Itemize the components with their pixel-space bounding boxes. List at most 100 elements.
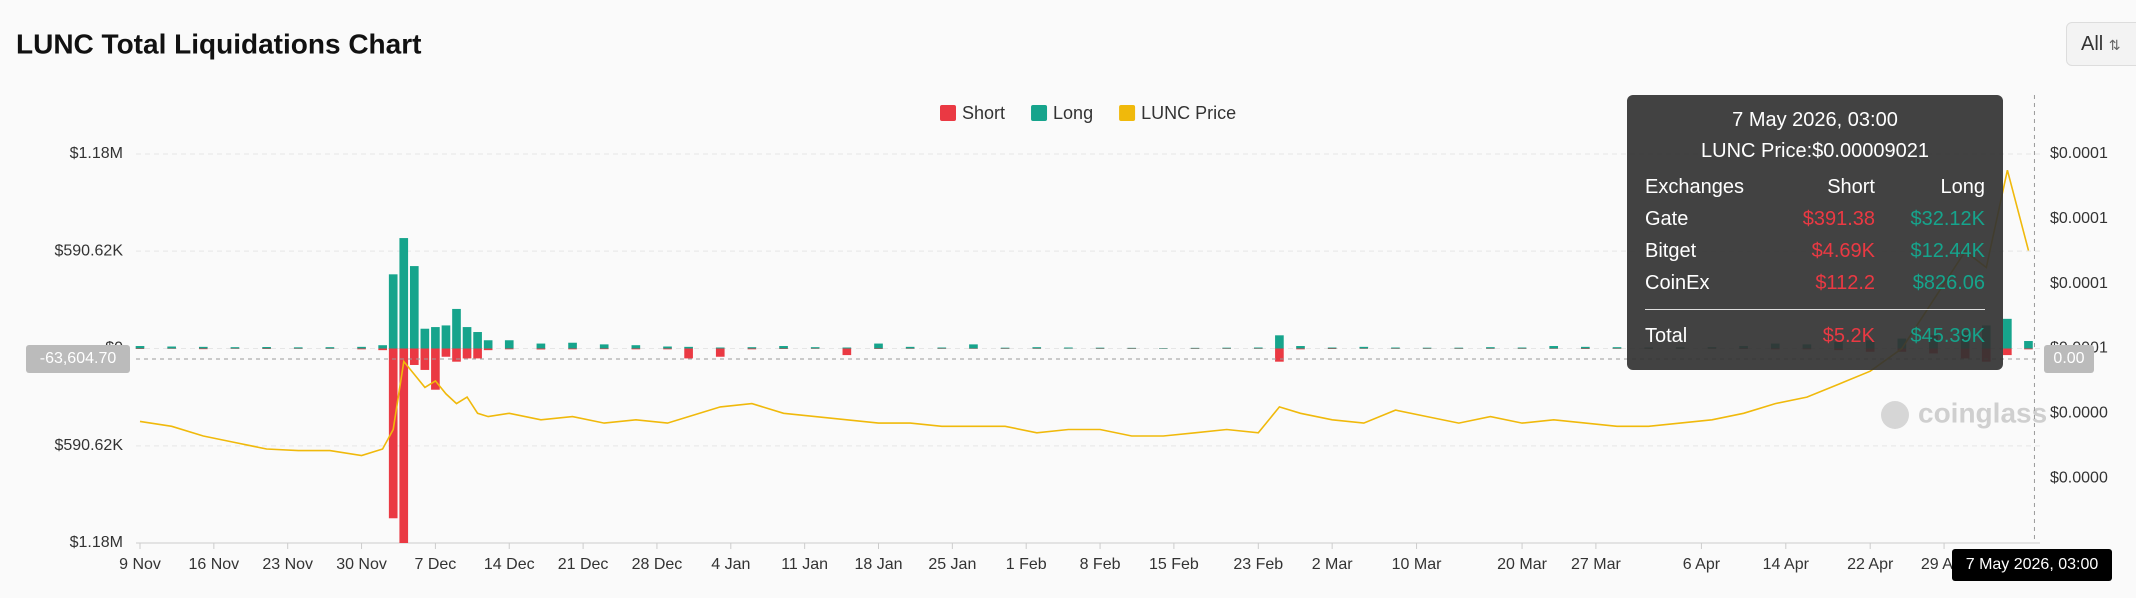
long-bar [1422, 347, 1432, 349]
y-tick-label: $590.62K [54, 437, 123, 454]
legend-swatch [1119, 105, 1136, 121]
td: $4.69K [1811, 239, 1875, 262]
long-bar [631, 345, 641, 349]
long-bar [409, 266, 419, 349]
short-bar [631, 348, 641, 350]
long-bar [483, 340, 493, 349]
long-bar [1581, 346, 1590, 349]
td: $45.39K [1910, 324, 1985, 347]
long-bar [441, 325, 451, 349]
td: $5.2K [1822, 324, 1875, 347]
price-line [139, 169, 2030, 457]
short-bar [684, 348, 693, 359]
legend-label: Short [962, 103, 1005, 123]
short-bar [2003, 348, 2012, 356]
short-bar [388, 348, 398, 519]
long-bar [135, 346, 145, 349]
short-bar [431, 348, 440, 390]
crosshair-y2-box [2044, 344, 2094, 373]
long-bar [1000, 347, 1010, 349]
short-bar [504, 348, 514, 350]
x-tick-label: 1 Feb [1006, 556, 1047, 573]
long-bar [779, 346, 788, 349]
long-bar [663, 346, 672, 349]
long-bar [431, 327, 440, 349]
long-bar [1359, 346, 1369, 349]
tooltip-title: 7 May 2026, 03:00 [1732, 109, 1898, 131]
long-bar [1517, 347, 1527, 349]
long-bar [262, 347, 271, 349]
long-bar [198, 346, 208, 349]
short-bar [1296, 348, 1305, 350]
x-tick-label: 7 Dec [415, 556, 457, 573]
long-bar [1095, 347, 1105, 349]
x-tick-label: 2 Mar [1312, 556, 1354, 573]
tooltip-row: CoinEx $112.2 $826.06 [1645, 267, 1985, 299]
chart-title: LUNC Total Liquidations Chart [16, 28, 421, 59]
short-bar [357, 348, 366, 350]
long-bar [810, 347, 820, 349]
th: Long [1940, 175, 1986, 198]
range-selector[interactable]: All ⇅ [2066, 22, 2136, 66]
x-tick-label: 30 Nov [336, 556, 387, 573]
tooltip-total: Total $5.2K $45.39K [1645, 320, 1985, 352]
x-tick-label: 16 Nov [188, 556, 239, 573]
long-bar [504, 340, 514, 349]
td: Gate [1645, 207, 1689, 230]
legend-swatch [940, 105, 956, 121]
long-bar [905, 346, 915, 349]
long-bar [230, 347, 240, 349]
x-tick-label: 23 Nov [262, 556, 313, 573]
watermark-icon [1881, 401, 1909, 429]
range-label: All [2081, 33, 2104, 55]
short-bar [715, 348, 725, 357]
legend-label: Long [1053, 103, 1093, 123]
short-bar [536, 348, 546, 350]
long-bar [1549, 346, 1559, 349]
x-tick-label: 27 Mar [1571, 556, 1621, 573]
y2-tick-label: $0.0000 [2050, 469, 2108, 486]
x-tick-label: 14 Dec [484, 556, 535, 573]
long-bar [388, 274, 398, 349]
crosshair-x-box [1952, 549, 2112, 581]
x-tick-label: 15 Feb [1149, 556, 1199, 573]
long-bar [399, 238, 409, 349]
watermark: coinglass [1918, 397, 2047, 428]
th: Exchanges [1645, 175, 1744, 198]
th: Short [1827, 175, 1875, 198]
x-tick-label: 9 Nov [119, 556, 161, 573]
tooltip-price: LUNC Price:$0.00009021 [1701, 140, 1929, 162]
x-tick-label: 4 Jan [711, 556, 750, 573]
y2-tick-label: $0.0000 [2050, 405, 2108, 422]
td: CoinEx [1645, 271, 1710, 294]
x-tick-label: 28 Dec [632, 556, 683, 573]
long-bar [747, 347, 757, 349]
long-bar [536, 343, 546, 349]
y-tick-label: $1.18M [70, 534, 123, 551]
legend-swatch [1031, 105, 1048, 121]
long-bar [1296, 346, 1305, 349]
long-bar [874, 343, 883, 349]
short-bar [747, 348, 757, 350]
short-bar [473, 348, 482, 359]
long-bar [325, 347, 335, 349]
long-bar [715, 347, 725, 349]
tooltip: 7 May 2026, 03:00 LUNC Price:$0.00009021… [1627, 95, 2003, 370]
short-bar [568, 348, 577, 350]
short-bar [1275, 348, 1284, 362]
short-bar [462, 348, 472, 359]
long-bar [2024, 341, 2033, 349]
long-bar [1253, 347, 1263, 349]
long-bar [599, 344, 609, 349]
y2-tick-label: $0.0001 [2050, 145, 2108, 162]
long-bar [842, 347, 852, 349]
legend-label: LUNC Price [1141, 103, 1236, 123]
long-bar [1064, 347, 1073, 349]
crosshair-y2-label: 0.00 [2053, 350, 2084, 367]
tooltip-row: Bitget $4.69K $12.44K [1645, 235, 1985, 267]
y2-tick-label: $0.0001 [2050, 210, 2108, 227]
x-tick-label: 6 Apr [1683, 556, 1721, 573]
crosshair-y-label: -63,604.70 [40, 350, 117, 367]
long-bar [378, 345, 387, 349]
